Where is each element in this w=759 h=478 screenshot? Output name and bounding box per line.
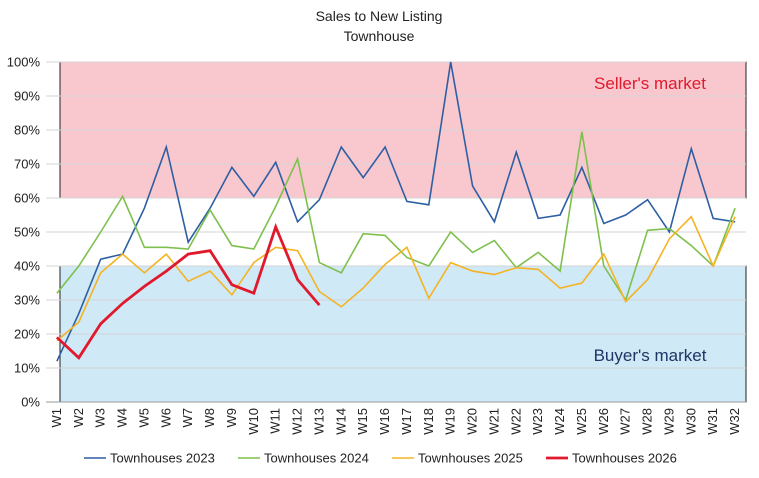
y-tick-label: 90%	[14, 89, 40, 104]
x-tick-label: W9	[224, 408, 239, 428]
x-tick-label: W16	[377, 408, 392, 435]
x-tick-label: W20	[465, 408, 480, 435]
y-tick-label: 70%	[14, 157, 40, 172]
y-tick-label: 10%	[14, 361, 40, 376]
x-tick-label: W14	[333, 408, 348, 435]
y-tick-label: 50%	[14, 225, 40, 240]
gridlines	[46, 61, 746, 403]
legend-label: Townhouses 2026	[572, 451, 677, 466]
legend: Townhouses 2023 Townhouses 2024 Townhouses…	[84, 451, 677, 466]
x-tick-label: W6	[158, 408, 173, 428]
y-tick-label: 60%	[14, 191, 40, 206]
y-tick-label: 0%	[21, 395, 40, 410]
x-tick-label: W22	[508, 408, 523, 435]
x-tick-label: W10	[246, 408, 261, 435]
y-tick-label: 40%	[14, 259, 40, 274]
x-tick-label: W4	[115, 408, 130, 428]
x-tick-label: W11	[268, 408, 283, 434]
legend-label: Townhouses 2024	[264, 451, 369, 466]
sellers-market-label: Seller's market	[594, 74, 706, 93]
x-tick-label: W25	[574, 408, 589, 435]
legend-label: Townhouses 2025	[418, 451, 523, 466]
series-line-townhouses-2026	[55, 222, 321, 360]
y-axis-ticks: 0% 10% 20% 30% 40% 50% 60% 70% 80% 90% 100%	[7, 55, 41, 410]
x-tick-label: W24	[552, 408, 567, 435]
x-tick-label: W13	[311, 408, 326, 435]
x-tick-label: W19	[443, 408, 458, 435]
series-line-townhouses-2023	[56, 61, 736, 362]
x-axis-ticks: W1 W2 W3 W4 W5 W6 W7 W8 W9 W10 W11 W12 W13 W14 W15 W16 W…	[49, 408, 742, 435]
chart-subtitle: Townhouse	[344, 28, 415, 44]
x-tick-label: W17	[399, 408, 414, 435]
x-tick-label: W3	[93, 408, 108, 428]
x-tick-label: W15	[355, 408, 370, 435]
x-tick-label: W23	[530, 408, 545, 435]
series-lines	[55, 61, 736, 362]
x-tick-label: W1	[49, 408, 64, 428]
x-tick-label: W27	[618, 408, 633, 435]
x-tick-label: W5	[136, 408, 151, 428]
legend-label: Townhouses 2023	[110, 451, 215, 466]
x-tick-label: W7	[180, 408, 195, 428]
chart-title: Sales to New Listing	[316, 8, 443, 24]
x-tick-label: W8	[202, 408, 217, 428]
y-tick-label: 20%	[14, 327, 40, 342]
y-tick-label: 100%	[7, 55, 41, 70]
x-tick-label: W2	[71, 408, 86, 428]
x-tick-label: W28	[640, 408, 655, 435]
y-tick-label: 80%	[14, 123, 40, 138]
x-tick-label: W18	[421, 408, 436, 435]
x-tick-label: W29	[661, 408, 676, 435]
y-tick-label: 30%	[14, 293, 40, 308]
series-line-townhouses-2025	[56, 215, 736, 342]
x-tick-label: W30	[683, 408, 698, 435]
x-tick-label: W12	[290, 408, 305, 435]
x-tick-label: W26	[596, 408, 611, 435]
x-tick-label: W31	[705, 408, 720, 435]
x-tick-label: W32	[727, 408, 742, 435]
buyers-market-label: Buyer's market	[594, 346, 707, 365]
x-tick-label: W21	[486, 408, 501, 435]
